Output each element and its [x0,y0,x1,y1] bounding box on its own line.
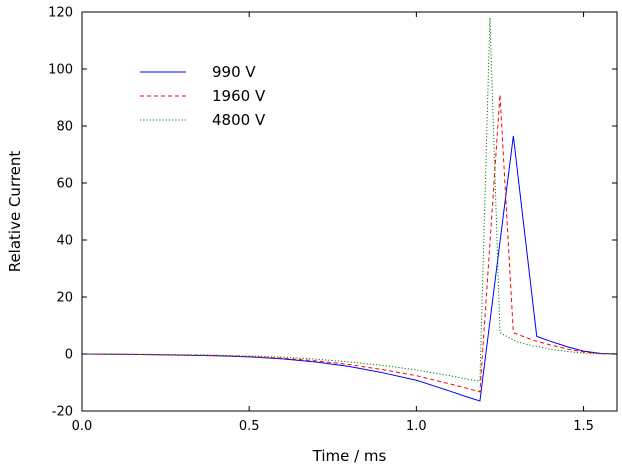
y-tick-label: 120 [48,6,73,21]
legend-label-2: 1960 V [212,87,266,105]
y-tick-label: 0 [65,348,73,363]
legend-label-1: 990 V [212,63,256,81]
legend: 990 V 1960 V 4800 V [140,63,266,129]
y-tick-label: 80 [56,120,73,135]
x-tick-label: 1.0 [406,419,427,434]
y-tick-label: 20 [56,291,73,306]
legend-label-3: 4800 V [212,111,266,129]
x-tick-label: 0.0 [72,419,93,434]
x-axis-label: Time / ms [312,447,387,465]
series-line-2 [81,94,618,393]
y-tick-label: 40 [56,234,73,249]
x-tick-label: 1.5 [573,419,594,434]
series-line-3 [81,17,618,382]
y-tick-label: 100 [48,63,73,78]
plot-frame [81,11,618,412]
x-tick-label: 0.5 [239,419,260,434]
ticks-layer: 0.0 0.5 1.0 1.5 -20 0 20 40 60 80 100 120 [48,6,617,434]
y-tick-label: 60 [56,177,73,192]
y-axis-label: Relative Current [6,151,24,273]
y-tick-label: -20 [52,405,73,420]
series-line-1 [81,135,618,402]
series-layer [81,17,618,402]
